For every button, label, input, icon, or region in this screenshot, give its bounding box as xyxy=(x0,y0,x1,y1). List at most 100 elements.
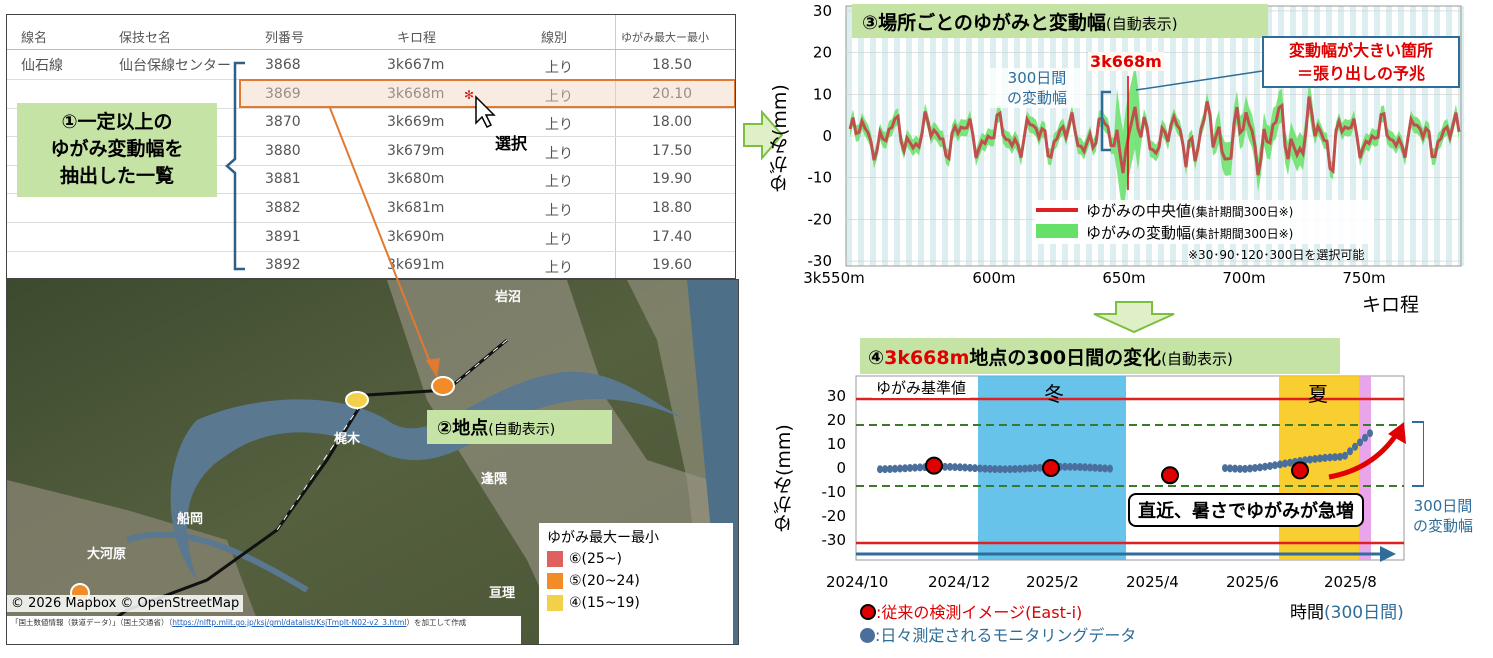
row-km: 3k679m xyxy=(387,142,445,159)
top-xtick: 650m xyxy=(1102,269,1145,287)
top-range-bracket xyxy=(1100,90,1111,152)
monitoring-dot xyxy=(1227,464,1233,473)
legend-monitoring-label: :日々測定されるモニタリングデータ xyxy=(875,626,1137,645)
inspection-dot xyxy=(1161,466,1179,485)
row-direction: 上り xyxy=(545,88,573,105)
bottom-xtick: 2025/4 xyxy=(1126,573,1179,591)
legend-range: ゆがみの変動幅(集計期間300日※) xyxy=(1086,222,1293,243)
legend-swatch xyxy=(547,595,563,611)
table-row[interactable]: 3882 3k681m 上り 18.80 xyxy=(7,194,735,222)
table-row[interactable]: 3868 3k667m 上り 18.50 xyxy=(7,51,735,79)
row-number: 3869 xyxy=(265,85,301,102)
monitoring-dot xyxy=(1037,463,1043,472)
row-number: 3870 xyxy=(265,114,301,131)
monitoring-dot xyxy=(1012,465,1018,474)
note-box: 直近、暑さでゆがみが急増 xyxy=(1128,493,1364,527)
monitoring-dot xyxy=(1067,462,1073,471)
map-panel[interactable]: 岩沼 梶木 逢隈 船岡 大河原 亘理 ②地点(自動表示) ゆがみ最大ー最小 ⑥(… xyxy=(6,279,739,645)
monitoring-dot xyxy=(1222,464,1228,473)
monitoring-dot xyxy=(962,463,968,472)
top-ytick: -10 xyxy=(808,169,833,187)
top-ylabel: ゆがみ(mm) xyxy=(769,84,791,194)
monitoring-dot xyxy=(1367,429,1373,438)
table-row[interactable]: 3870 3k669m 上り 18.00 xyxy=(7,108,735,136)
bottom-title-sub: (自動表示) xyxy=(1161,350,1233,368)
monitoring-dot xyxy=(1007,465,1013,474)
marker-yellow[interactable] xyxy=(345,391,369,409)
source-link[interactable]: https://nlftp.mlit.go.jp/ksj/gml/datalis… xyxy=(172,618,407,627)
monitoring-dot xyxy=(1032,464,1038,473)
monitoring-dot xyxy=(1232,464,1238,473)
monitoring-dot xyxy=(912,463,918,472)
monitoring-dot xyxy=(1312,454,1318,463)
bottom-xtick: 2025/6 xyxy=(1226,573,1279,591)
monitoring-dot xyxy=(1347,447,1353,456)
line-name: 仙石線 xyxy=(21,58,63,74)
bottom-ytick: 10 xyxy=(827,435,846,453)
monitoring-dot xyxy=(1082,463,1088,472)
row-km: 3k681m xyxy=(387,200,445,216)
header-center: 保技セ名 xyxy=(119,31,172,46)
row-value: 18.00 xyxy=(652,114,693,131)
monitoring-dot xyxy=(917,463,923,472)
marker-orange[interactable] xyxy=(431,376,455,396)
monitoring-dot xyxy=(1002,465,1008,474)
monitoring-dot xyxy=(897,464,903,473)
top-xlabel: キロ程 xyxy=(1362,294,1420,316)
baseline-label: ゆがみ基準値 xyxy=(872,377,971,398)
monitoring-dot xyxy=(1072,462,1078,471)
place-oukuma: 逢隈 xyxy=(481,472,508,487)
monitoring-dot xyxy=(1097,464,1103,473)
header-distortion: ゆがみ最大ー最小 xyxy=(621,31,709,44)
legend-range-label: ゆがみの変動幅 xyxy=(1086,224,1192,242)
monitoring-dot xyxy=(1277,460,1283,469)
monitoring-dot xyxy=(1362,433,1368,442)
monitoring-dot xyxy=(942,462,948,471)
header-direction: 線別 xyxy=(541,31,568,46)
monitoring-dot xyxy=(1087,463,1093,472)
winter-label: 冬 xyxy=(1044,382,1064,406)
bottom-ytick: -30 xyxy=(822,531,847,549)
row-value: 17.40 xyxy=(652,228,693,245)
summer-label: 夏 xyxy=(1308,382,1328,406)
row-number: 3868 xyxy=(265,57,301,73)
place-ogawara: 大河原 xyxy=(87,547,127,562)
legend-label: ⑥(25~) xyxy=(569,551,623,567)
row-km: 3k667m xyxy=(387,57,445,73)
legend-label: ⑤(20~24) xyxy=(569,573,640,589)
bottom-xtick: 2025/8 xyxy=(1324,573,1377,591)
monitoring-dot xyxy=(1237,464,1243,473)
monitoring-dot xyxy=(1322,453,1328,462)
time-label-main: 時間 xyxy=(1290,603,1324,623)
track-list-table: 線名 保技セ名 列番号 キロ程 線別 ゆがみ最大ー最小 仙石線 仙台保線センター… xyxy=(6,14,736,279)
inspection-dot xyxy=(1291,461,1309,480)
point-callout-sub: (自動表示) xyxy=(488,422,556,438)
monitoring-dot xyxy=(1022,464,1028,473)
row-value: 19.90 xyxy=(652,171,693,188)
top-xtick: 700m xyxy=(1222,269,1265,287)
monitoring-dot xyxy=(1242,464,1248,473)
legend-median-swatch xyxy=(1036,208,1078,212)
rise-arrow-head xyxy=(1388,422,1406,444)
header-number: 列番号 xyxy=(265,31,305,46)
monitoring-dot xyxy=(907,463,913,472)
top-ytick: 20 xyxy=(813,44,832,62)
legend-inspection-dot xyxy=(860,604,876,620)
top-xtick: 750m xyxy=(1342,269,1385,287)
monitoring-dot xyxy=(1352,442,1358,451)
table-row[interactable]: 3892 3k691m 上り 19.60 xyxy=(7,251,735,278)
svg-text:✻: ✻ xyxy=(464,88,474,102)
table-row[interactable]: 3869 3k668m 上り 20.10 xyxy=(7,80,735,108)
monitoring-dot xyxy=(1102,464,1108,473)
legend-range-swatch xyxy=(1036,224,1078,238)
map-legend-title: ゆがみ最大ー最小 xyxy=(547,530,659,546)
rise-arrow xyxy=(1328,430,1401,480)
legend-swatch xyxy=(547,551,563,567)
table-row[interactable]: 3891 3k690m 上り 17.40 xyxy=(7,223,735,251)
monitoring-dot xyxy=(1027,464,1033,473)
row-number: 3891 xyxy=(265,228,301,245)
map-attribution[interactable]: © 2026 Mapbox © OpenStreetMap xyxy=(7,595,244,612)
top-range-label: 300日間 の変動幅 xyxy=(988,68,1086,108)
monitoring-dot xyxy=(977,464,983,473)
bottom-range-label: 300日間 の変動幅 xyxy=(1412,497,1473,535)
